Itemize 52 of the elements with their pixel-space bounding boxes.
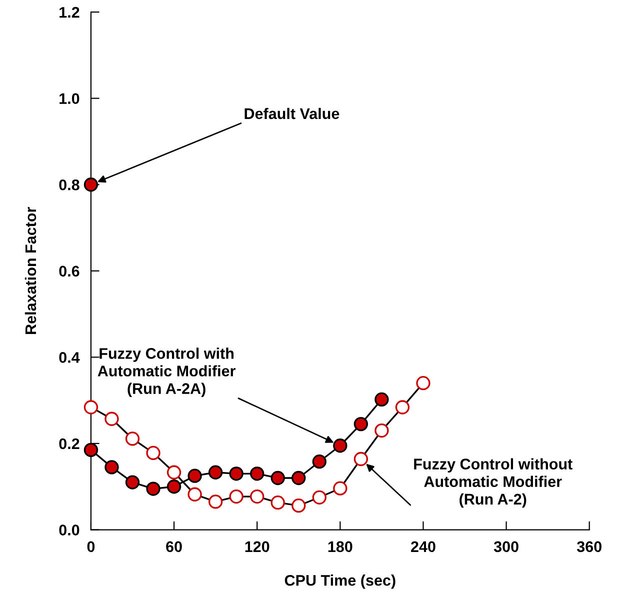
point	[188, 487, 202, 502]
point	[125, 475, 140, 490]
point	[312, 490, 326, 504]
point	[416, 376, 430, 390]
x-tick-label: 300	[494, 541, 518, 552]
x-tick-label: 360	[576, 541, 602, 552]
x-tick-label: 240	[411, 541, 436, 552]
point	[84, 442, 98, 458]
x-tick-label: 180	[328, 541, 352, 552]
y-tick-label: 0.6	[59, 266, 80, 277]
point	[229, 466, 244, 481]
x-axis-title: CPU Time (sec)	[284, 574, 396, 589]
point	[146, 482, 160, 496]
point	[270, 495, 285, 510]
point	[312, 454, 326, 469]
point	[292, 470, 306, 486]
point	[125, 432, 140, 446]
x-tick-label: 0	[87, 541, 95, 552]
point	[395, 400, 410, 414]
point	[84, 400, 98, 414]
annotation: Fuzzy Control with Automatic Modifier (Run A-2A)	[98, 348, 236, 398]
point	[84, 178, 98, 192]
point	[188, 468, 202, 483]
point	[166, 465, 182, 480]
y-tick-label: 0.8	[59, 179, 80, 190]
point	[374, 423, 389, 438]
point	[208, 465, 223, 480]
point	[208, 494, 223, 509]
y-tick-label: 1.2	[60, 6, 80, 18]
annotation: Default Value	[244, 108, 340, 120]
point	[146, 446, 160, 460]
y-tick-label: 0.4	[59, 352, 80, 363]
point	[250, 489, 264, 504]
point	[250, 466, 264, 481]
point	[374, 392, 389, 407]
point	[104, 412, 119, 426]
point	[292, 498, 306, 513]
point	[354, 416, 368, 432]
annotation: Fuzzy Control without Automatic Modifier (Run A-2)	[414, 458, 572, 508]
point	[270, 470, 285, 486]
point	[333, 481, 348, 496]
x-tick-label: 120	[245, 541, 270, 552]
point	[333, 438, 348, 453]
x-tick-label: 60	[166, 541, 182, 552]
point	[229, 489, 244, 504]
y-tick-label: 1.0	[60, 93, 80, 104]
y-tick-label: 0.0	[59, 524, 80, 536]
point	[166, 480, 182, 494]
y-tick-label: 0.2	[59, 438, 80, 450]
point	[104, 460, 119, 474]
point	[354, 452, 368, 466]
y-axis-title: Relaxation Factor	[24, 207, 36, 334]
